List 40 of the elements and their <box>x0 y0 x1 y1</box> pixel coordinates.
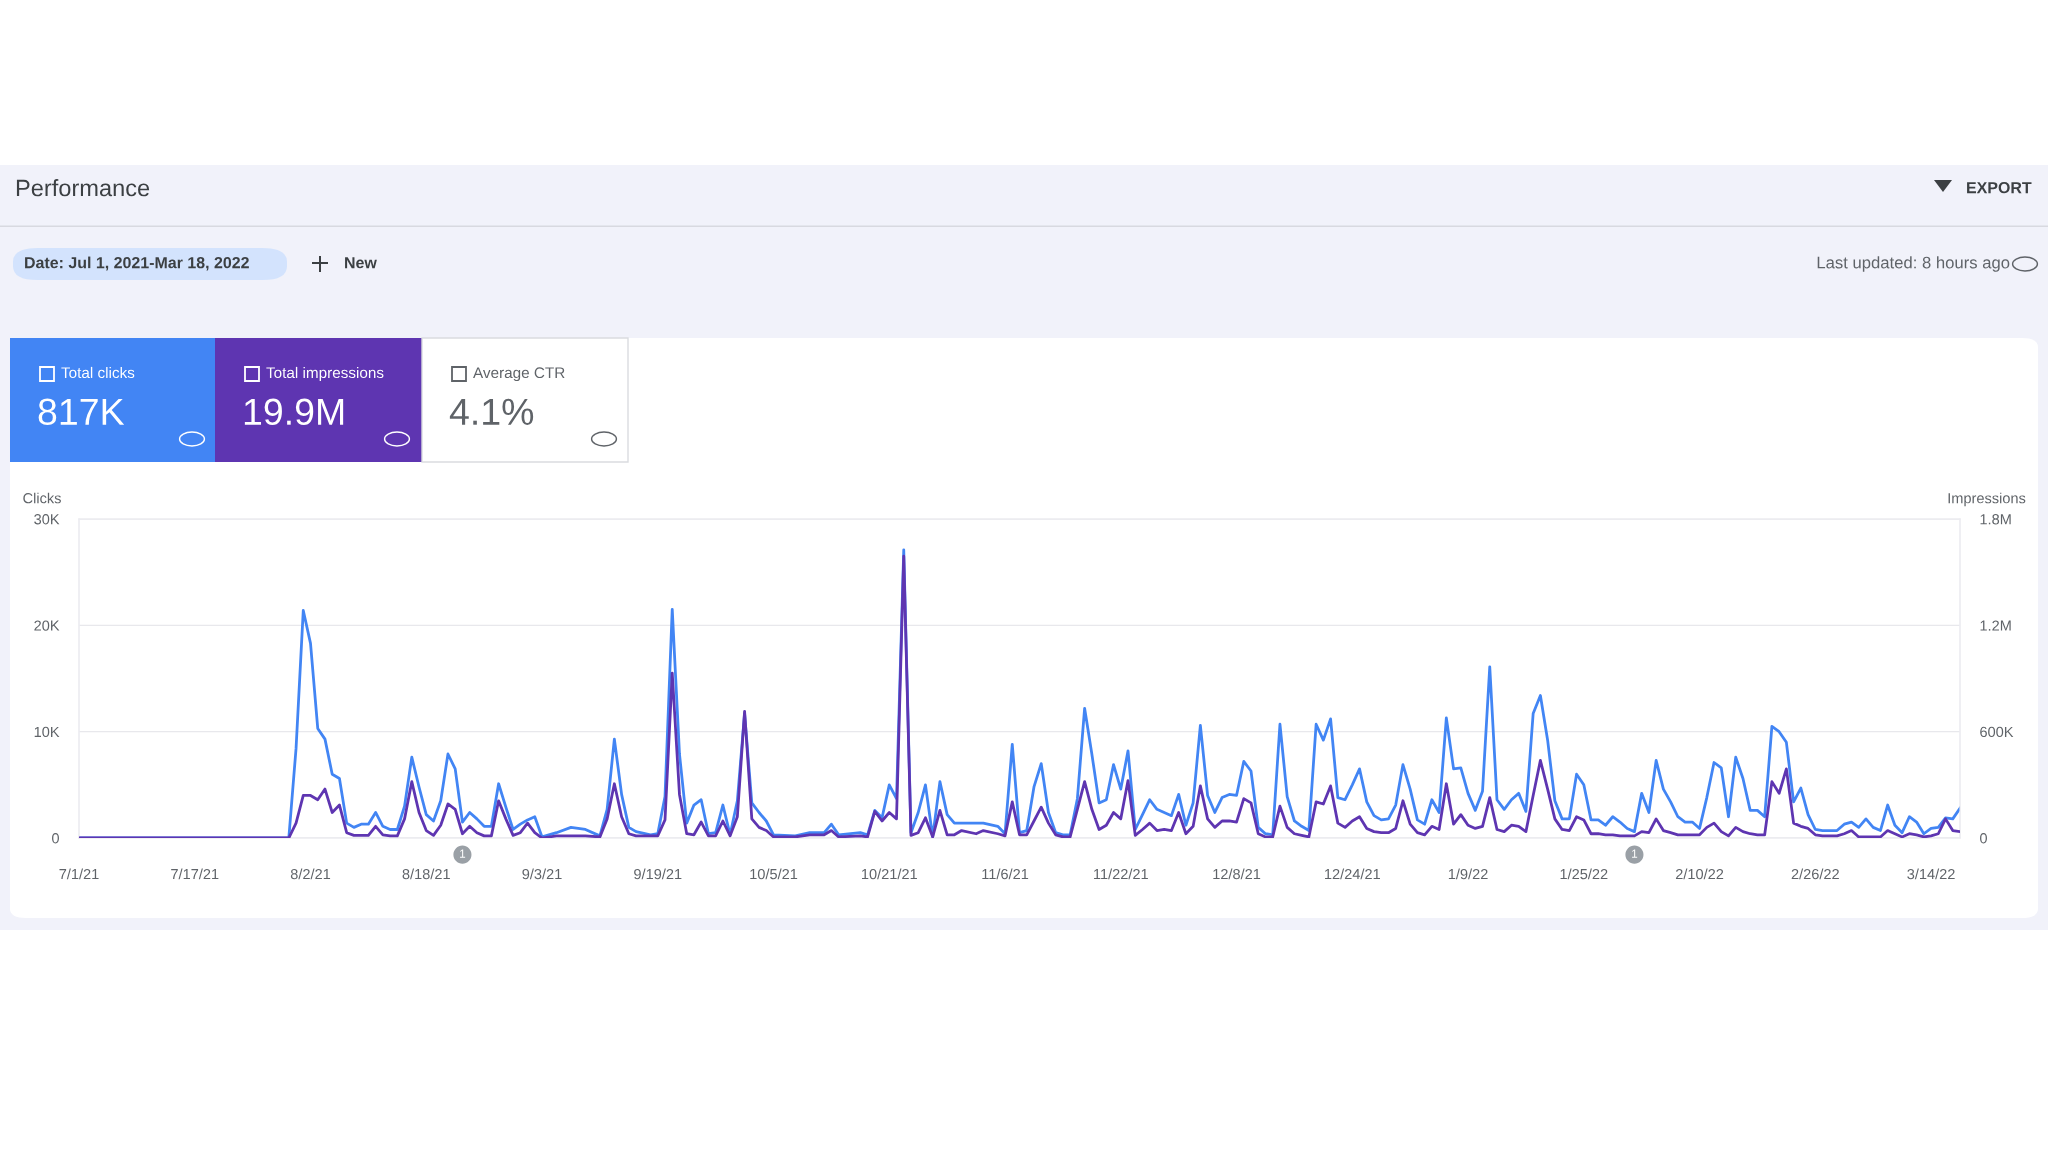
x-tick-label: 7/17/21 <box>171 868 219 880</box>
y-axis-title: Clicks <box>23 492 61 504</box>
x-tick-label: 9/3/21 <box>522 868 562 880</box>
x-tick-label: 1/9/22 <box>1448 868 1488 880</box>
x-tick-label: 2/10/22 <box>1675 868 1724 880</box>
text: New <box>345 257 377 269</box>
text: Last updated: 8 hours ago <box>1817 256 2010 272</box>
x-tick-label: 8/2/21 <box>290 868 331 880</box>
y2-tick-label: 600K <box>1980 726 2014 738</box>
text: EXPORT <box>1967 181 2032 194</box>
x-tick-label: 9/19/21 <box>634 868 682 880</box>
x-tick-label: 2/26/22 <box>1791 868 1839 880</box>
y-tick-label: 20K <box>34 620 60 631</box>
x-tick-label: 1/25/22 <box>1560 868 1608 880</box>
text: Date: Jul 1, 2021-Mar 18, 2022 <box>25 256 249 271</box>
x-tick-label: 8/18/21 <box>402 868 450 880</box>
annotation: 1 <box>460 849 466 858</box>
text: Average CTR <box>473 367 565 382</box>
text: 19.9M <box>244 398 344 426</box>
y2-axis-title: Impressions <box>1948 492 2026 507</box>
x-tick-label: 3/14/22 <box>1907 868 1955 880</box>
y-tick-label: 30K <box>34 514 60 525</box>
x-tick-label: 7/1/21 <box>59 868 99 880</box>
y2-tick-label: 1.8M <box>1980 514 2011 525</box>
y2-tick-label: 0 <box>1980 833 1987 844</box>
chart-title: Performance <box>16 179 150 197</box>
text: 4.1% <box>449 398 534 425</box>
x-tick-label: 11/22/21 <box>1094 868 1148 880</box>
x-tick-label: 10/5/21 <box>750 868 798 880</box>
x-tick-label: 10/21/21 <box>862 868 917 880</box>
y2-tick-label: 1.2M <box>1980 620 2011 631</box>
text: 817K <box>38 398 125 426</box>
x-tick-label: 11/6/21 <box>982 868 1029 880</box>
y-tick-label: 0 <box>52 833 59 844</box>
text: Total impressions <box>266 366 384 382</box>
x-tick-label: 12/8/21 <box>1213 868 1261 880</box>
x-tick-label: 12/24/21 <box>1325 868 1380 880</box>
y-tick-label: 10K <box>34 726 60 738</box>
text: Total clicks <box>61 366 135 379</box>
annotation: 1 <box>1632 849 1638 858</box>
